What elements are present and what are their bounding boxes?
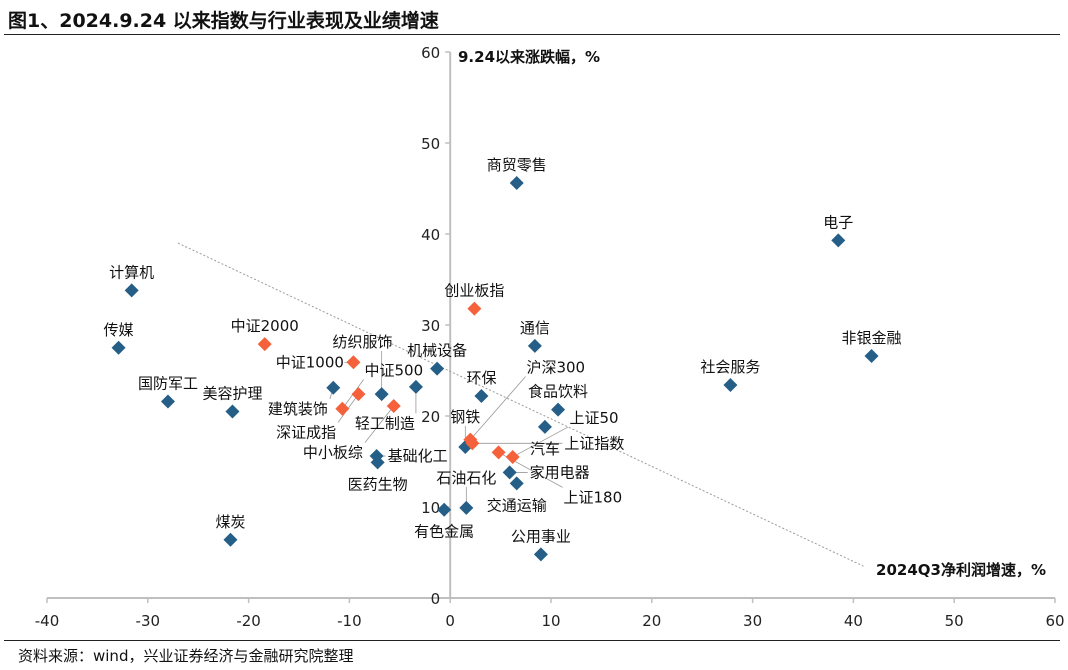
point-label: 食品饮料 [528,383,588,401]
industry-point [326,380,341,395]
point-label: 钢铁 [450,408,480,426]
point-label: 建筑装饰 [268,400,328,418]
industry-point [474,388,489,403]
index-point [346,355,361,370]
point-label: 深证成指 [276,423,336,441]
y-tick-label: 40 [421,226,440,244]
industry-point [527,338,542,353]
point-label: 中小板综 [303,444,363,462]
point-label: 家用电器 [530,463,590,481]
industry-point [459,500,474,515]
label-leader-line [364,405,395,443]
industry-point [374,387,389,402]
industry-point [111,340,126,355]
industry-point [223,532,238,547]
x-tick-label: 50 [945,612,964,630]
y-tick-label: 60 [421,44,440,62]
point-label: 石油石化 [436,469,496,487]
industry-point [864,348,879,363]
x-tick-label: 30 [743,612,762,630]
point-label: 电子 [823,213,853,231]
industry-point [509,176,524,191]
point-label: 商贸零售 [487,156,547,174]
x-tick-label: -10 [337,612,362,630]
point-label: 中证1000 [276,353,344,371]
index-point [467,301,482,316]
industry-point [533,547,548,562]
index-point [491,445,506,460]
y-tick-label: 20 [421,408,440,426]
point-label: 有色金属 [414,523,474,541]
point-label: 医药生物 [348,475,408,493]
point-label: 中证500 [365,362,424,380]
x-tick-label: -30 [136,612,161,630]
industry-point [551,402,566,417]
point-label: 上证指数 [564,434,624,452]
y-tick-label: 0 [431,590,441,608]
point-label: 上证180 [563,488,622,506]
industry-point [225,404,240,419]
y-tick-label: 50 [421,135,440,153]
industry-point [430,361,445,376]
point-label: 创业板指 [444,282,504,300]
point-label: 基础化工 [388,447,448,465]
point-label: 交通运输 [487,496,547,514]
y-tick-label: 30 [421,317,440,335]
index-point [386,398,401,413]
figure-title: 图1、2024.9.24 以来指数与行业表现及业绩增速 [8,10,439,32]
y-axis-label: 9.24以来涨跌幅，% [458,48,600,66]
source-note: 资料来源：wind，兴业证券经济与金融研究院整理 [18,647,354,665]
industry-point [502,465,517,480]
point-label: 环保 [466,369,496,387]
industry-point [124,283,139,298]
point-label: 轻工制造 [355,414,415,432]
point-label: 通信 [520,319,550,337]
label-leader-line [512,426,569,458]
point-label: 汽车 [530,440,560,458]
point-label: 上证50 [569,409,618,427]
x-tick-label: -40 [35,612,60,630]
x-axis-label: 2024Q3净利润增速，% [876,561,1046,579]
industry-point [370,455,385,470]
point-label: 中证2000 [231,317,299,335]
x-tick-label: 20 [642,612,661,630]
industry-point [509,476,524,491]
industry-point [723,378,738,393]
x-tick-label: -20 [236,612,261,630]
index-point [465,436,480,451]
industry-point [831,233,846,248]
index-point [257,337,272,352]
index-point [505,449,520,464]
footer-divider [4,640,1060,641]
point-label: 煤炭 [215,513,245,531]
title-divider [4,34,1060,35]
industry-point [408,379,423,394]
index-point [335,401,350,416]
point-label: 纺织服饰 [332,333,392,351]
x-tick-label: 40 [844,612,863,630]
point-label: 国防军工 [138,374,198,392]
x-tick-label: 10 [541,612,560,630]
x-tick-label: 0 [445,612,455,630]
x-tick-label: 60 [1045,612,1064,630]
point-label: 计算机 [109,263,154,281]
label-leader-line [470,376,526,440]
industry-point [160,394,175,409]
y-tick-label: 10 [421,499,440,517]
point-label: 沪深300 [526,359,585,377]
point-label: 公用事业 [511,527,571,545]
index-point [351,387,366,402]
point-label: 社会服务 [700,358,760,376]
point-label: 美容护理 [202,384,262,402]
point-label: 机械设备 [407,342,467,360]
point-label: 传媒 [104,321,134,339]
industry-point [537,419,552,434]
point-label: 非银金融 [842,329,902,347]
industry-point [437,502,452,517]
